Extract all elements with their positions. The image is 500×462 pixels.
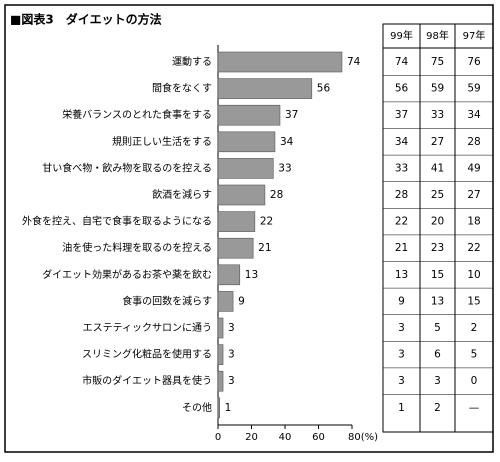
bar [217, 51, 343, 73]
table-cell: 3 [398, 349, 405, 361]
bar [217, 291, 234, 312]
table-cell: 41 [431, 162, 444, 174]
value-label: 22 [260, 216, 273, 228]
table-cell: 49 [467, 162, 480, 174]
table-cell: 74 [395, 56, 409, 68]
bar [217, 317, 224, 339]
table-cell: 13 [431, 295, 444, 307]
table-cell: 33 [431, 109, 444, 121]
value-label: 13 [245, 269, 258, 281]
table-cell: 34 [395, 136, 409, 148]
y-tick-label: 市販のダイエット器具を使う [82, 374, 212, 387]
table-cell: 25 [431, 189, 444, 201]
table-cell: 9 [398, 295, 405, 307]
y-tick-label: 運動する [172, 55, 212, 68]
table-cell: 20 [431, 216, 444, 228]
value-label: 34 [280, 136, 294, 148]
y-tick-label: スリミング化粧品を使用する [82, 348, 212, 361]
table-cell: 22 [395, 216, 408, 228]
y-tick-label: 食事の回数を減らす [122, 294, 212, 307]
bar [217, 211, 256, 232]
table-cell: 3 [434, 375, 441, 387]
table-frame [382, 23, 494, 433]
y-tick-label: ダイエット効果があるお茶や薬を飲む [42, 268, 212, 281]
bar [217, 370, 224, 392]
x-tick-label: 0 [215, 432, 221, 443]
table-cell: 27 [431, 136, 444, 148]
table-cell: 56 [395, 83, 409, 95]
table-cell: — [469, 402, 480, 414]
value-label: 56 [317, 83, 331, 95]
table-cell: 33 [395, 162, 408, 174]
table-cell: 15 [467, 295, 480, 307]
y-tick-label: エステティックサロンに通う [83, 322, 212, 334]
table-cell: 13 [395, 269, 408, 281]
bar [217, 237, 254, 259]
legend-entry: 97年 [463, 29, 486, 42]
value-label: 21 [258, 242, 271, 254]
value-label: 33 [278, 162, 291, 174]
table-cell: 75 [431, 56, 444, 68]
table-cell: 37 [395, 109, 408, 121]
value-label: 1 [225, 402, 232, 414]
bar [217, 264, 241, 286]
x-tick-label: 80(%) [348, 432, 378, 443]
value-label: 3 [228, 322, 235, 334]
table-cell: 3 [398, 375, 405, 387]
table-cell: 28 [467, 136, 480, 148]
chart-title: ■図表3 ダイエットの方法 [10, 12, 162, 27]
table-cell: 10 [467, 269, 480, 281]
bar [217, 131, 276, 153]
bar [217, 344, 224, 365]
x-tick-label: 60 [312, 432, 325, 443]
table-cell: 21 [395, 242, 408, 254]
table-cell: 5 [471, 349, 478, 361]
table-cell: 1 [398, 402, 405, 414]
y-tick-label: その他 [182, 401, 212, 414]
table-cell: 34 [467, 109, 481, 121]
bar [217, 397, 220, 419]
value-label: 3 [228, 349, 235, 361]
legend-entry: 98年 [426, 29, 449, 42]
legend-entry: 99年 [390, 29, 413, 42]
y-tick-label: 規則正しい生活をする [112, 135, 212, 148]
table-cell: 0 [471, 375, 478, 387]
table-cell: 23 [431, 242, 444, 254]
table-cell: 28 [395, 189, 408, 201]
table-cell: 59 [467, 83, 480, 95]
table-cell: 3 [398, 322, 405, 334]
table-cell: 5 [434, 322, 441, 334]
table-cell: 59 [431, 83, 444, 95]
x-tick-label: 40 [279, 432, 292, 443]
x-tick-label: 20 [245, 432, 258, 443]
y-tick-label: 外食を控え、自宅で食事を取るようになる [22, 215, 212, 228]
table-cell: 6 [434, 349, 441, 361]
table-cell: 2 [434, 402, 441, 414]
table-cell: 76 [467, 56, 481, 68]
value-label: 74 [347, 56, 361, 68]
y-tick-label: 栄養バランスのとれた食事をする [62, 108, 212, 121]
y-tick-label: 甘い食べ物・飲み物を取るのを控える [42, 161, 212, 174]
value-label: 28 [270, 189, 283, 201]
y-tick-label: 間食をなくす [152, 82, 212, 95]
y-tick-label: 飲酒を減らす [152, 188, 212, 201]
bar [217, 104, 281, 126]
value-label: 9 [238, 295, 245, 307]
bar [217, 158, 274, 179]
table-cell: 22 [467, 242, 480, 254]
value-label: 3 [228, 375, 235, 387]
bar [217, 184, 266, 206]
bar [217, 78, 313, 99]
value-label: 37 [285, 109, 298, 121]
y-tick-label: 油を使った料理を取るのを控える [62, 241, 212, 254]
table-cell: 27 [467, 189, 480, 201]
table-cell: 2 [471, 322, 478, 334]
table-cell: 15 [431, 269, 444, 281]
table-cell: 18 [467, 216, 480, 228]
